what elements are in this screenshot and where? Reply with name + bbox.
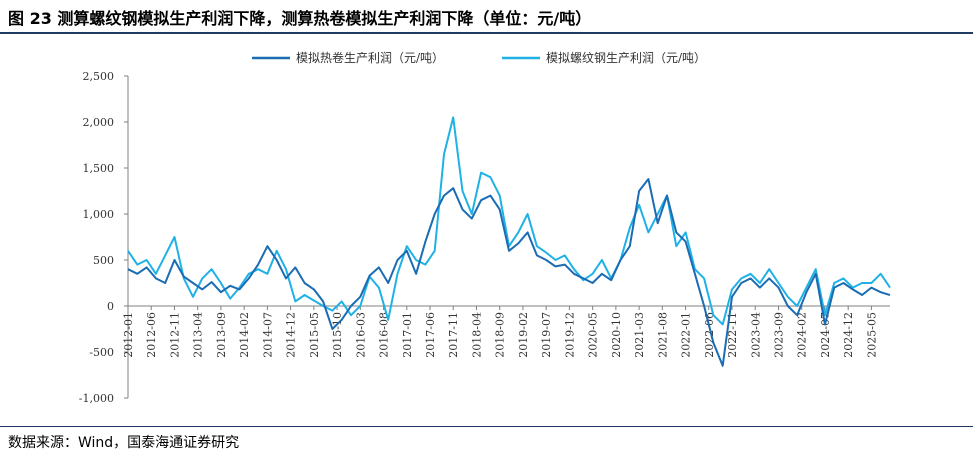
x-tick-label: 2022-01 (680, 312, 693, 358)
legend-label: 模拟热卷生产利润（元/吨） (296, 50, 444, 65)
x-tick-label: 2019-07 (540, 312, 553, 358)
x-tick-label: 2012-11 (168, 312, 181, 358)
y-tick-label: 500 (93, 254, 114, 267)
x-tick-label: 2017-06 (424, 312, 437, 358)
x-tick-label: 2018-04 (470, 312, 483, 358)
series-lines (127, 116, 891, 367)
x-tick-label: 2019-02 (517, 312, 530, 358)
y-tick-label: 1,000 (83, 208, 115, 221)
x-tick-label: 2022-06 (703, 312, 716, 358)
x-tick-label: 2024-12 (842, 312, 855, 358)
y-axis: -1,000 -500 0 500 1,000 1,500 2,000 2,500 (79, 70, 129, 405)
y-tick-label: 2,500 (83, 70, 115, 83)
x-tick-label: 2023-04 (749, 312, 762, 358)
x-tick-label: 2021-03 (633, 312, 646, 358)
series-line-rebar (127, 116, 891, 326)
x-tick-label: 2021-08 (656, 312, 669, 358)
x-tick-label: 2016-03 (354, 312, 367, 358)
y-tick-label: 2,000 (83, 116, 115, 129)
x-tick-label: 2019-12 (563, 312, 576, 358)
x-tick-label: 2012-01 (122, 312, 135, 358)
x-tick-label: 2016-08 (378, 312, 391, 358)
x-tick-label: 2024-02 (796, 312, 809, 358)
y-tick-label: 1,500 (83, 162, 115, 175)
x-axis: 2012-01 2012-06 2012-11 2013-04 2013-09 2014-… (122, 305, 890, 358)
x-tick-label: 2017-11 (447, 312, 460, 358)
x-tick-label: 2025-05 (865, 312, 878, 358)
x-tick-label: 2012-06 (145, 312, 158, 358)
x-tick-label: 2015-10 (331, 312, 344, 358)
x-tick-label: 2022-11 (726, 312, 739, 358)
x-tick-label: 2017-01 (401, 312, 414, 358)
x-tick-label: 2013-04 (192, 312, 205, 358)
series-line-hot-rolled-coil (127, 178, 891, 367)
x-tick-label: 2024-07 (819, 312, 832, 358)
y-tick-label: 0 (107, 300, 114, 313)
x-tick-label: 2023-09 (772, 312, 785, 358)
legend-label: 模拟螺纹钢生产利润（元/吨） (546, 51, 706, 65)
x-tick-label: 2014-07 (261, 312, 274, 358)
chart-legend: 模拟热卷生产利润（元/吨） 模拟螺纹钢生产利润（元/吨） (252, 50, 706, 65)
x-tick-label: 2020-10 (610, 312, 623, 358)
line-chart: 模拟热卷生产利润（元/吨） 模拟螺纹钢生产利润（元/吨） -1,000 -500 0 5… (79, 50, 891, 405)
y-tick-label: -500 (89, 346, 114, 359)
x-tick-label: 2018-09 (494, 312, 507, 358)
source-rule (0, 426, 973, 427)
x-tick-label: 2013-09 (215, 312, 228, 358)
figure-title: 图 23 测算螺纹钢模拟生产利润下降，测算热卷模拟生产利润下降（单位：元/吨） (8, 9, 592, 28)
x-tick-label: 2015-05 (308, 312, 321, 358)
x-tick-label: 2020-05 (587, 312, 600, 358)
x-tick-label: 2014-12 (285, 312, 298, 358)
title-rule (0, 32, 973, 34)
x-tick-label: 2014-02 (238, 312, 251, 358)
y-tick-label: -1,000 (79, 392, 114, 405)
source-note: 数据来源：Wind，国泰海通证券研究 (8, 435, 240, 451)
